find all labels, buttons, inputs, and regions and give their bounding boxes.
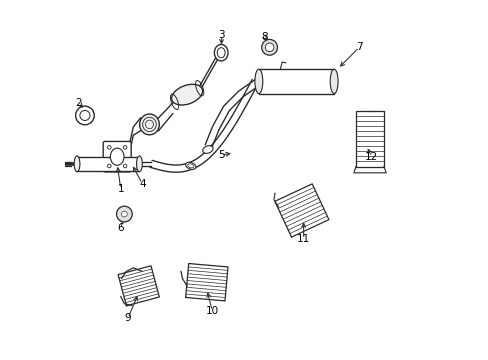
Ellipse shape <box>74 156 80 172</box>
Text: 3: 3 <box>218 30 225 40</box>
Ellipse shape <box>110 148 124 165</box>
Ellipse shape <box>171 84 202 105</box>
Text: 11: 11 <box>296 234 310 244</box>
Circle shape <box>265 43 273 51</box>
Circle shape <box>121 211 127 217</box>
Ellipse shape <box>217 48 224 58</box>
Bar <box>77 157 139 171</box>
Circle shape <box>261 40 277 55</box>
Circle shape <box>76 106 94 125</box>
Text: 7: 7 <box>355 42 362 52</box>
Text: 5: 5 <box>218 150 224 160</box>
Ellipse shape <box>136 156 142 172</box>
Circle shape <box>107 164 111 168</box>
Text: 8: 8 <box>261 32 267 41</box>
Ellipse shape <box>187 164 193 168</box>
Circle shape <box>123 145 126 149</box>
Text: 2: 2 <box>75 98 82 108</box>
Text: 12: 12 <box>365 152 378 162</box>
Circle shape <box>123 164 126 168</box>
Circle shape <box>116 206 132 222</box>
Circle shape <box>107 145 111 149</box>
Ellipse shape <box>203 146 213 153</box>
Text: 4: 4 <box>139 179 145 189</box>
Ellipse shape <box>329 69 337 94</box>
Ellipse shape <box>185 162 196 170</box>
Ellipse shape <box>214 44 227 61</box>
Text: 10: 10 <box>205 306 218 316</box>
Ellipse shape <box>139 114 159 135</box>
FancyBboxPatch shape <box>103 141 131 172</box>
Bar <box>258 69 333 94</box>
Text: 9: 9 <box>124 313 131 323</box>
Circle shape <box>80 111 90 121</box>
Text: 6: 6 <box>117 224 124 233</box>
Text: 1: 1 <box>117 184 124 194</box>
Ellipse shape <box>254 69 262 94</box>
